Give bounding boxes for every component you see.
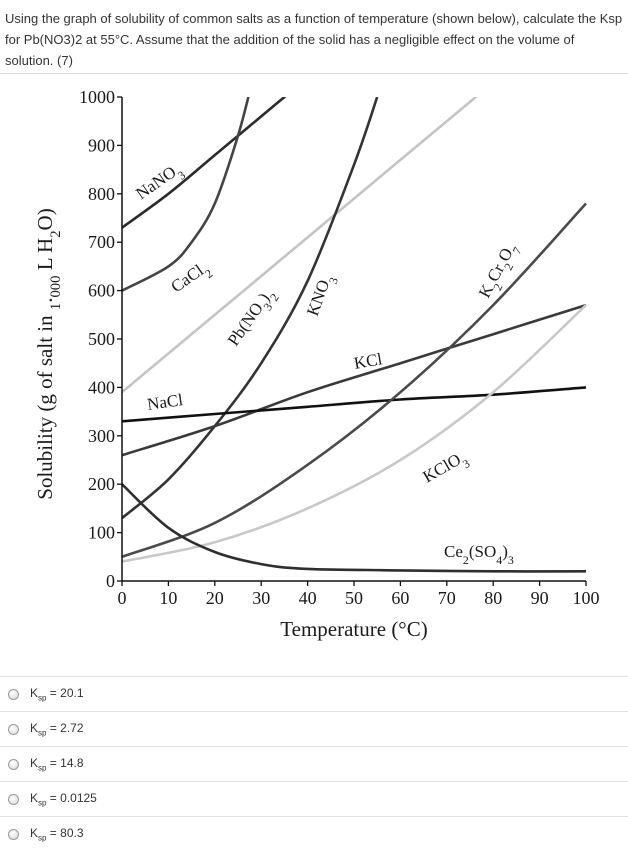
curve-label-k2cr2o7: K2Cr2O7 — [475, 239, 525, 303]
y-tick-label: 1000 — [79, 87, 115, 107]
solubility-chart: 0 100 200 300 400 500 600 700 800 900 1000 0 10 20 30 4… — [33, 87, 600, 641]
series-line-nano3 — [122, 97, 287, 229]
x-tick-label: 70 — [438, 588, 456, 608]
radio-button[interactable] — [8, 688, 19, 700]
x-tick-label: 80 — [484, 588, 502, 608]
answer-option[interactable]: Ksp = 14.8 — [0, 746, 628, 781]
y-axis-label: Solubility (g of salt in 1.000 L H2O) — [33, 208, 64, 499]
series-line-kclo3 — [122, 304, 587, 563]
y-tick-label: 200 — [88, 474, 115, 494]
curve-label-cacl2: CaCl2 — [167, 257, 215, 301]
curve-label-nacl: NaCl — [146, 390, 184, 414]
option-label: Ksp = 2.72 — [30, 720, 84, 738]
answer-option[interactable]: Ksp = 80.3 — [0, 816, 628, 851]
series-line-cacl2 — [122, 97, 250, 292]
x-tick-label: 30 — [252, 588, 270, 608]
y-tick-label: 400 — [88, 377, 115, 397]
option-label: Ksp = 20.1 — [30, 685, 84, 703]
y-tick-label: 600 — [88, 281, 115, 301]
answer-option[interactable]: Ksp = 20.1 — [0, 676, 628, 711]
x-tick-label: 40 — [299, 588, 317, 608]
answer-option[interactable]: Ksp = 2.72 — [0, 711, 628, 746]
x-tick-label: 0 — [118, 588, 127, 608]
x-tick-label: 20 — [206, 588, 224, 608]
y-tick-label: 500 — [88, 329, 115, 349]
divider — [0, 73, 628, 74]
curve-label-ce2so43: Ce2(SO4)3 — [444, 542, 514, 567]
option-label: Ksp = 14.8 — [30, 755, 84, 773]
answer-option[interactable]: Ksp = 0.0125 — [0, 781, 628, 816]
answer-options: Ksp = 20.1 Ksp = 2.72 Ksp = 14.8 Ksp = 0… — [0, 676, 628, 851]
option-label: Ksp = 80.3 — [30, 825, 84, 843]
series-line-ce2so43 — [122, 483, 587, 573]
series-line-kcl — [122, 303, 587, 457]
curve-label-kclo3: KClO3 — [420, 447, 473, 492]
radio-button[interactable] — [8, 758, 19, 770]
series-line-k2cr2o7 — [122, 202, 587, 559]
y-tick-label: 700 — [88, 232, 115, 252]
series-line-kno3 — [122, 97, 379, 520]
series-line-nacl — [122, 386, 587, 423]
x-tick-label: 10 — [159, 588, 177, 608]
x-tick-label: 50 — [345, 588, 363, 608]
radio-button[interactable] — [8, 793, 19, 805]
y-tick-label: 100 — [88, 523, 115, 543]
radio-button[interactable] — [8, 723, 19, 735]
y-tick-label: 300 — [88, 426, 115, 446]
x-axis-label: Temperature (°C) — [280, 617, 427, 641]
x-tick-label: 100 — [573, 588, 600, 608]
y-tick-label: 800 — [88, 184, 115, 204]
series-line-pbno32 — [122, 97, 478, 394]
curve-label-kcl: KCl — [352, 349, 383, 373]
y-tick-label: 900 — [88, 135, 115, 155]
x-tick-label: 60 — [391, 588, 409, 608]
option-label: Ksp = 0.0125 — [30, 790, 97, 808]
x-tick-label: 90 — [531, 588, 549, 608]
radio-button[interactable] — [8, 828, 19, 840]
y-tick-label: 0 — [106, 571, 115, 591]
question-text: Using the graph of solubility of common … — [5, 11, 623, 68]
